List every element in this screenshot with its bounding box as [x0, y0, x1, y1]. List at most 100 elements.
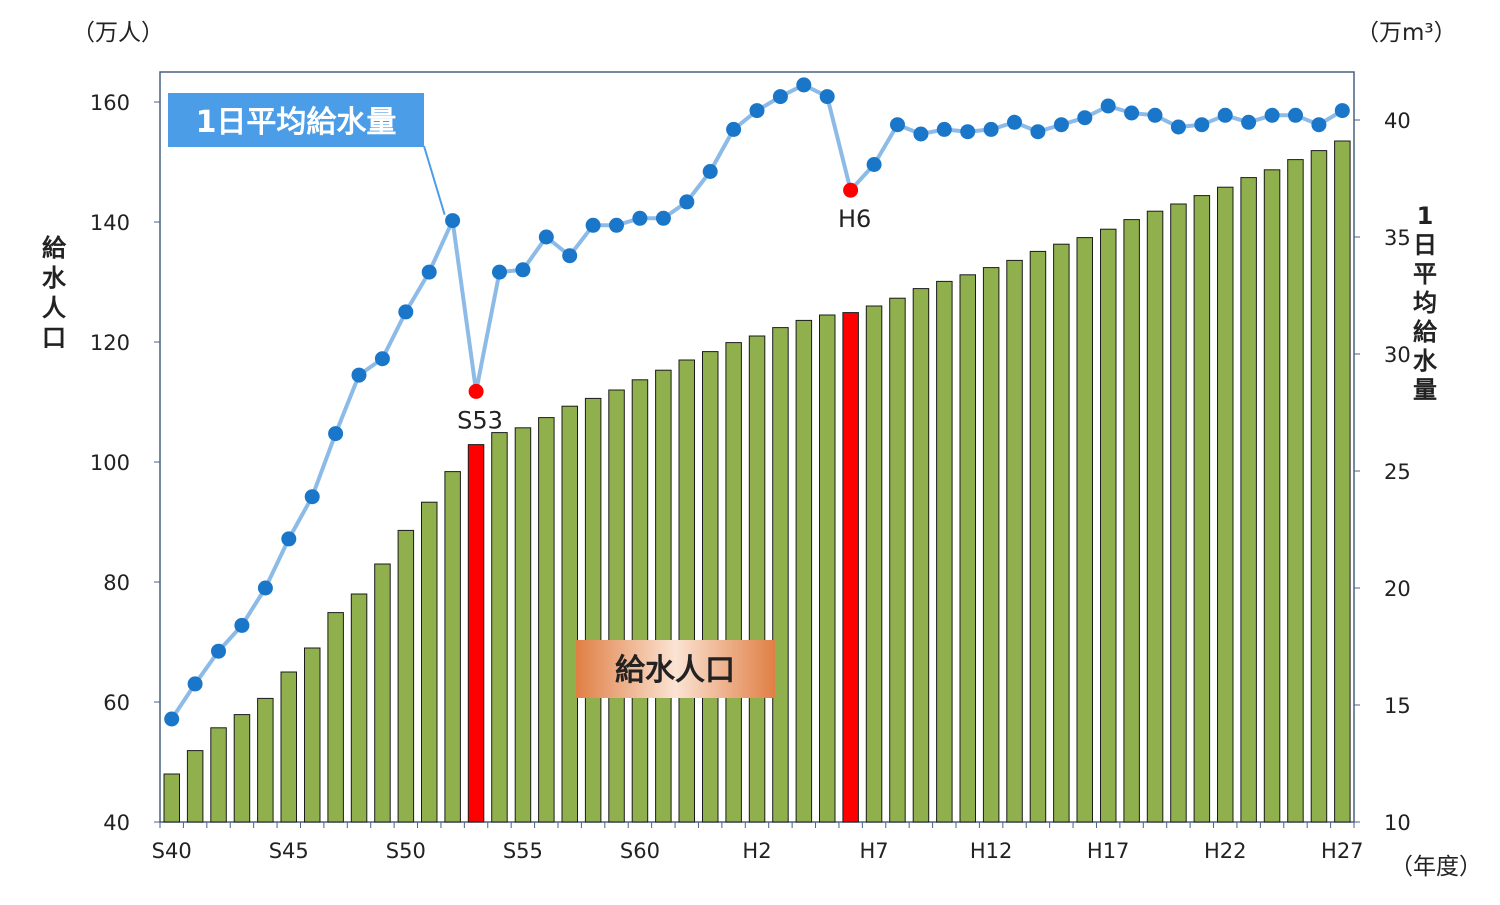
point-H10	[936, 121, 952, 137]
bar-H16	[1076, 237, 1093, 823]
point-S42	[211, 643, 226, 659]
bar-H22	[1217, 186, 1234, 823]
line-label-leader	[423, 145, 446, 215]
bar-S58	[584, 397, 602, 823]
right-tick-label: 40	[1384, 109, 1411, 133]
x-tick-label: S45	[269, 839, 309, 863]
point-S55	[515, 262, 531, 278]
bar-H5	[819, 314, 836, 823]
axis-title-char: 給	[42, 234, 67, 262]
point-H25	[1288, 107, 1303, 123]
bar-S56	[538, 417, 555, 823]
x-tick-label: H27	[1321, 839, 1364, 863]
bar-H8	[889, 297, 906, 823]
bar-S41	[186, 750, 204, 823]
bar-S53	[467, 444, 485, 823]
bar-H2	[748, 335, 766, 823]
axis-title-char: 量	[1413, 376, 1437, 404]
point-H19	[1147, 107, 1163, 123]
point-S53	[468, 383, 484, 399]
bar-H25	[1287, 159, 1304, 823]
axis-title-char: 均	[1413, 289, 1437, 317]
point-H26	[1311, 117, 1327, 133]
point-S40	[164, 711, 180, 727]
bar-H1	[725, 342, 742, 823]
point-H14	[1030, 124, 1046, 140]
point-H7	[866, 157, 882, 172]
bar-H10	[936, 280, 953, 823]
x-tick-label: S55	[503, 839, 543, 863]
bar-H15	[1053, 243, 1070, 823]
axis-title-char: 水	[42, 264, 67, 292]
bar-H6	[842, 312, 859, 823]
point-H21	[1194, 117, 1210, 133]
point-S41	[187, 676, 203, 692]
point-H6	[843, 182, 859, 198]
point-H18	[1124, 105, 1140, 121]
bar-S62	[678, 359, 695, 823]
left-tick-label: 120	[90, 331, 130, 355]
x-tick-label: H7	[859, 839, 888, 863]
point-S57	[562, 248, 578, 264]
point-S46	[304, 489, 320, 505]
point-H24	[1264, 107, 1280, 123]
axis-title-char: 平	[1413, 260, 1437, 288]
point-H23	[1241, 114, 1257, 130]
left-axis-title: 給水人口	[42, 234, 67, 352]
bar-H14	[1029, 250, 1047, 823]
point-S50	[398, 304, 414, 320]
line-label-box	[168, 93, 424, 147]
right-axis-title: 1日平均給水量	[1413, 202, 1438, 404]
axis-title-char: 口	[42, 324, 66, 352]
right-tick-label: 35	[1384, 226, 1411, 250]
point-H27	[1334, 103, 1350, 119]
bar-S52	[444, 471, 461, 823]
axis-title-char: 1	[1417, 202, 1434, 230]
bar-S61	[655, 369, 672, 823]
point-H2	[749, 103, 765, 119]
line-label-text: 1日平均給水量	[196, 105, 397, 140]
point-S47	[328, 426, 344, 442]
axis-title-char: 日	[1413, 231, 1437, 259]
bar-H18	[1123, 219, 1140, 823]
bar-S51	[421, 501, 438, 823]
bar-H12	[982, 267, 1000, 823]
left-unit-label: （万人）	[72, 20, 164, 46]
bar-H26	[1310, 150, 1328, 823]
bar-S43	[233, 714, 251, 823]
bar-S59	[608, 389, 625, 823]
point-H11	[960, 124, 976, 140]
point-H4	[796, 77, 812, 93]
bar-H7	[865, 305, 883, 823]
left-tick-label: 140	[90, 211, 130, 235]
bar-H23	[1240, 177, 1257, 823]
right-tick-label: 25	[1384, 460, 1411, 484]
axis-title-char: 給	[1413, 318, 1438, 346]
point-H20	[1170, 119, 1186, 135]
x-tick-label: H17	[1087, 839, 1130, 863]
axis-title-char: 人	[42, 294, 66, 322]
bar-H3	[772, 327, 789, 823]
bar-S48	[350, 593, 368, 823]
bars-layer	[163, 140, 1351, 823]
point-S61	[655, 210, 671, 226]
bar-S63	[702, 351, 719, 823]
bar-S40	[163, 773, 180, 823]
x-tick-label: S40	[152, 839, 192, 863]
point-H16	[1077, 110, 1093, 126]
point-H17	[1100, 98, 1116, 114]
left-tick-label: 80	[103, 571, 130, 595]
point-S44	[257, 580, 273, 596]
point-H9	[913, 126, 929, 142]
point-H13	[1007, 114, 1022, 130]
bar-S60	[631, 379, 649, 823]
left-tick-label: 100	[90, 451, 130, 475]
bar-S47	[327, 612, 344, 823]
bar-H4	[795, 319, 813, 823]
bar-H19	[1146, 210, 1164, 823]
point-S58	[585, 217, 601, 233]
point-S56	[538, 229, 554, 245]
